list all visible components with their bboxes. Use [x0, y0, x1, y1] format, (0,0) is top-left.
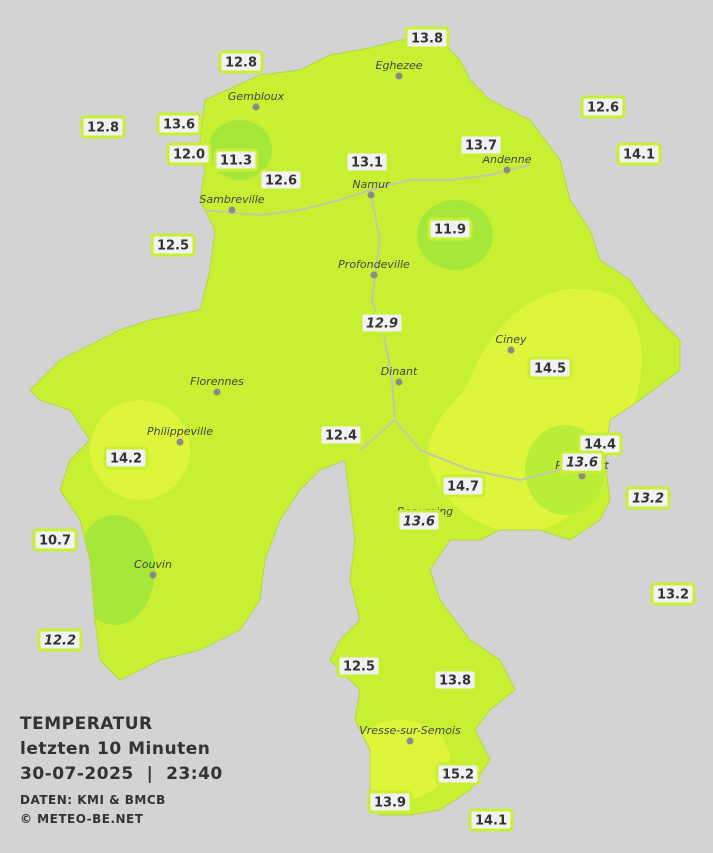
city-dot: [578, 472, 586, 480]
station-box: [650, 582, 696, 606]
river: [199, 164, 561, 482]
city-label: Philippeville: [147, 425, 213, 438]
station-value: 13.1: [351, 156, 383, 171]
station-value: 10.7: [39, 534, 71, 549]
station-box: [432, 668, 478, 692]
station-value: 13.9: [374, 796, 406, 811]
credit: DATEN: KMI & BMCB: [20, 793, 166, 807]
station-box: [625, 486, 671, 510]
cool-zone: [75, 515, 155, 625]
station-value: 11.9: [434, 223, 466, 238]
city-label: Ciney: [496, 333, 527, 346]
station-value: 12.6: [265, 174, 297, 189]
station-value: 12.4: [325, 429, 357, 444]
station-value: 14.7: [447, 480, 479, 495]
station-value: 14.5: [534, 362, 566, 377]
station-box: [318, 423, 364, 447]
city-dot: [395, 378, 403, 386]
station-value: 12.5: [343, 660, 375, 675]
city-label: Vresse-sur-Semois: [359, 724, 461, 737]
station-box: [468, 808, 514, 832]
station-value: 12.8: [87, 121, 119, 136]
station-box: [527, 356, 573, 380]
station-value: 15.2: [442, 768, 474, 783]
city-dot: [252, 103, 260, 111]
station-box: [344, 150, 390, 174]
station-box: [396, 509, 442, 533]
station-box: [458, 133, 504, 157]
station-box: [80, 115, 126, 139]
station-box: [336, 654, 382, 678]
city-label: Dinant: [381, 365, 418, 378]
city-label: Namur: [352, 178, 391, 191]
station-box: [37, 628, 83, 652]
station-value: 12.0: [173, 148, 205, 163]
title-line: 30-07-2025 | 23:40: [20, 764, 223, 784]
station-box: [616, 142, 662, 166]
station-box: [580, 95, 626, 119]
station-value: 13.6: [566, 456, 598, 471]
station-value: 12.9: [366, 317, 398, 332]
city-dot: [406, 737, 414, 745]
stations: 13.8 12.8 12.6 12.8 13.6 13.7 14.1 12.0 11.3 13.1…: [32, 26, 696, 832]
city-dot: [367, 191, 375, 199]
station-value: 12.6: [587, 101, 619, 116]
station-value: 13.6: [403, 515, 435, 530]
station-box: [559, 450, 605, 474]
station-box: [427, 217, 473, 241]
station-value: 12.8: [225, 56, 257, 71]
city-label: Gembloux: [228, 90, 285, 103]
station-value: 13.8: [411, 32, 443, 47]
station-value: 12.5: [157, 239, 189, 254]
station-box: [359, 311, 405, 335]
station-value: 13.7: [465, 139, 497, 154]
station-value: 14.4: [584, 438, 616, 453]
city-dot: [503, 166, 511, 174]
warm-zone: [350, 720, 450, 800]
station-box: [258, 168, 304, 192]
station-box: [404, 26, 450, 50]
city-dot: [176, 438, 184, 446]
city-dot: [213, 388, 221, 396]
city-dot: [149, 571, 157, 579]
station-box: [32, 528, 78, 552]
title-line: letzten 10 Minuten: [20, 739, 210, 759]
station-value: 14.1: [475, 814, 507, 829]
title-line: TEMPERATUR: [20, 714, 153, 734]
station-box: [213, 148, 259, 172]
station-box: [150, 233, 196, 257]
station-box: [367, 790, 413, 814]
city-dot: [507, 346, 515, 354]
city-label: Couvin: [134, 558, 172, 571]
station-box: [103, 446, 149, 470]
station-box: [166, 142, 212, 166]
station-value: 14.1: [623, 148, 655, 163]
city-dot: [370, 271, 378, 279]
city-dot: [228, 206, 236, 214]
station-value: 13.6: [163, 118, 195, 133]
city-label: Eghezee: [376, 59, 423, 72]
city-label: Sambreville: [199, 193, 264, 206]
city-dot: [395, 72, 403, 80]
station-box: [435, 762, 481, 786]
station-value: 11.3: [220, 154, 252, 169]
credit: © METEO-BE.NET: [20, 812, 144, 826]
station-box: [440, 474, 486, 498]
station-value: 13.2: [657, 588, 689, 603]
station-box: [156, 112, 202, 136]
city-label: Profondeville: [338, 258, 410, 271]
station-box: [218, 50, 264, 74]
station-value: 13.2: [632, 492, 664, 507]
station-value: 14.2: [110, 452, 142, 467]
city-label: Florennes: [190, 375, 244, 388]
station-value: 13.8: [439, 674, 471, 689]
legend: TEMPERATUR letzten 10 Minuten 30-07-2025…: [20, 714, 223, 826]
station-value: 12.2: [44, 634, 76, 649]
